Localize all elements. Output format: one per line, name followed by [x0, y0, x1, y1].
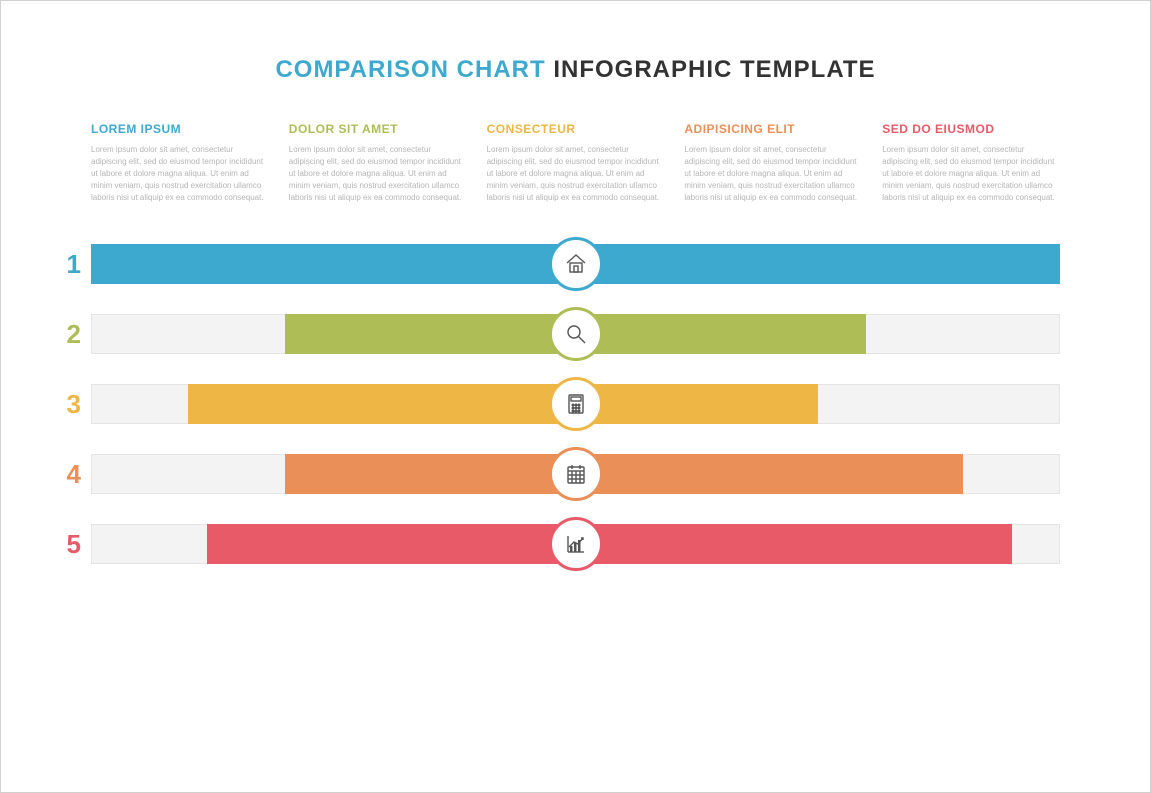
- row-number: 2: [51, 314, 81, 354]
- row-number: 4: [51, 454, 81, 494]
- column-heading: DOLOR SIT AMET: [289, 122, 467, 136]
- column-heading: CONSECTEUR: [487, 122, 665, 136]
- column-body: Lorem ipsum dolor sit amet, consectetur …: [684, 144, 862, 204]
- bar-row: 3: [91, 384, 1060, 424]
- row-icon-badge: [549, 447, 603, 501]
- title-plain: INFOGRAPHIC TEMPLATE: [546, 56, 876, 83]
- title-colored: COMPARISON CHART: [275, 56, 545, 83]
- bar-chart: 1 2 3 4: [91, 244, 1060, 564]
- bar-row: 2: [91, 314, 1060, 354]
- column-body: Lorem ipsum dolor sit amet, consectetur …: [487, 144, 665, 204]
- bar-row: 5: [91, 524, 1060, 564]
- column-1: LOREM IPSUM Lorem ipsum dolor sit amet, …: [91, 122, 269, 204]
- page-title: COMPARISON CHART INFOGRAPHIC TEMPLATE: [91, 56, 1060, 84]
- row-number: 5: [51, 524, 81, 564]
- column-body: Lorem ipsum dolor sit amet, consectetur …: [882, 144, 1060, 204]
- calculator-icon: [564, 392, 588, 416]
- bar-row: 4: [91, 454, 1060, 494]
- infographic-page: COMPARISON CHART INFOGRAPHIC TEMPLATE LO…: [91, 56, 1060, 594]
- bar-fill: [207, 524, 1011, 564]
- row-icon-badge: [549, 307, 603, 361]
- column-body: Lorem ipsum dolor sit amet, consectetur …: [289, 144, 467, 204]
- column-heading: SED DO EIUSMOD: [882, 122, 1060, 136]
- column-4: ADIPISICING ELIT Lorem ipsum dolor sit a…: [684, 122, 862, 204]
- row-icon-badge: [549, 237, 603, 291]
- column-3: CONSECTEUR Lorem ipsum dolor sit amet, c…: [487, 122, 665, 204]
- row-number: 1: [51, 244, 81, 284]
- header-columns: LOREM IPSUM Lorem ipsum dolor sit amet, …: [91, 122, 1060, 204]
- house-icon: [564, 252, 588, 276]
- column-5: SED DO EIUSMOD Lorem ipsum dolor sit ame…: [882, 122, 1060, 204]
- column-heading: ADIPISICING ELIT: [684, 122, 862, 136]
- column-heading: LOREM IPSUM: [91, 122, 269, 136]
- column-2: DOLOR SIT AMET Lorem ipsum dolor sit ame…: [289, 122, 467, 204]
- row-number: 3: [51, 384, 81, 424]
- column-body: Lorem ipsum dolor sit amet, consectetur …: [91, 144, 269, 204]
- calendar-icon: [564, 462, 588, 486]
- bar-fill: [285, 454, 963, 494]
- row-icon-badge: [549, 377, 603, 431]
- bar-fill: [188, 384, 818, 424]
- magnifier-icon: [564, 322, 588, 346]
- row-icon-badge: [549, 517, 603, 571]
- bar-row: 1: [91, 244, 1060, 284]
- bar-graph-icon: [564, 532, 588, 556]
